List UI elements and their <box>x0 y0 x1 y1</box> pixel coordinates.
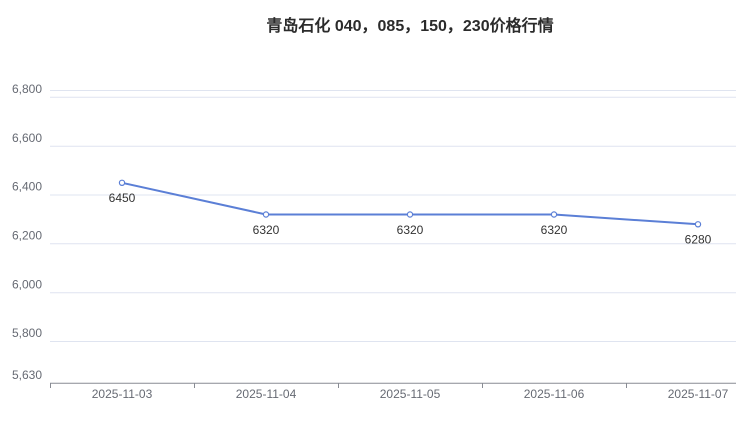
svg-text:5,630: 5,630 <box>12 368 42 382</box>
svg-text:2025-11-05: 2025-11-05 <box>380 387 441 401</box>
svg-text:6320: 6320 <box>253 223 280 237</box>
svg-text:6,600: 6,600 <box>12 131 42 145</box>
svg-text:2025-11-04: 2025-11-04 <box>236 387 297 401</box>
svg-text:6,400: 6,400 <box>12 180 42 194</box>
svg-text:2025-11-07: 2025-11-07 <box>668 387 729 401</box>
svg-text:6320: 6320 <box>397 223 424 237</box>
svg-text:6,200: 6,200 <box>12 229 42 243</box>
svg-text:6,800: 6,800 <box>12 82 42 96</box>
svg-text:6450: 6450 <box>109 191 136 205</box>
svg-text:6,000: 6,000 <box>12 277 42 291</box>
svg-text:5,800: 5,800 <box>12 326 42 340</box>
svg-text:6280: 6280 <box>685 233 712 247</box>
svg-text:2025-11-03: 2025-11-03 <box>92 387 153 401</box>
svg-text:6320: 6320 <box>541 223 568 237</box>
svg-text:2025-11-06: 2025-11-06 <box>524 387 585 401</box>
